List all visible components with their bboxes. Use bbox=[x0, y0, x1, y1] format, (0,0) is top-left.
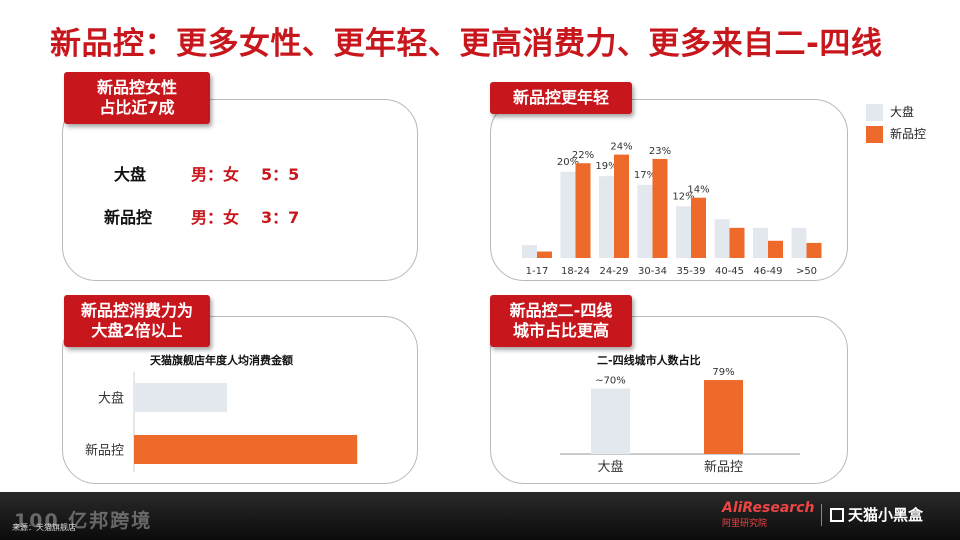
x-tick-label: >50 bbox=[796, 266, 817, 277]
bar-market-4 bbox=[676, 206, 691, 258]
bar-market-0 bbox=[522, 245, 537, 258]
legend-label: 新品控 bbox=[890, 127, 927, 141]
ratio-name: 新品控 bbox=[104, 208, 153, 227]
data-label: ~70% bbox=[595, 375, 626, 386]
data-label: 79% bbox=[712, 367, 734, 378]
chart-legend: 大盘 新品控 bbox=[866, 104, 926, 148]
bar-new bbox=[704, 380, 743, 454]
x-tick-label: 46-49 bbox=[753, 266, 782, 277]
tmall-logo-text: 天猫小黑盒 bbox=[848, 506, 924, 524]
bar-new-0 bbox=[537, 251, 552, 258]
box-icon bbox=[830, 508, 844, 522]
bar-new-4 bbox=[691, 197, 706, 258]
bar-new-7 bbox=[806, 242, 822, 258]
x-tick-label: 1-17 bbox=[526, 266, 549, 277]
bar-market bbox=[134, 383, 227, 412]
age-panel bbox=[490, 99, 848, 281]
category-label: 新品控 bbox=[704, 459, 743, 475]
page-title: 新品控：更多女性、更年轻、更高消费力、更多来自二-四线 bbox=[50, 26, 883, 62]
aliresearch-text: AliResearch bbox=[722, 500, 815, 516]
ratio-name: 大盘 bbox=[114, 165, 147, 184]
data-label: 14% bbox=[687, 185, 709, 196]
bar-market-7 bbox=[791, 227, 807, 258]
legend-item-new: 新品控 bbox=[866, 126, 926, 148]
bar-market-2 bbox=[599, 176, 614, 258]
data-label: 23% bbox=[649, 146, 671, 157]
ratio-gender: 男：女 bbox=[191, 165, 240, 184]
spending-caption: 天猫旗舰店年度人均消费金额 bbox=[150, 354, 293, 367]
bar-market-6 bbox=[753, 227, 768, 258]
ratio-value: 5：5 bbox=[261, 165, 300, 184]
spending-tag: 新品控消费力为 大盘2倍以上 bbox=[64, 295, 210, 347]
x-tick-label: 18-24 bbox=[561, 266, 590, 277]
ratio-row-market: 大盘 男：女 5：5 bbox=[100, 161, 400, 185]
x-tick-label: 35-39 bbox=[676, 266, 705, 277]
bar-market-5 bbox=[714, 219, 730, 258]
ratio-value: 3：7 bbox=[261, 208, 300, 227]
legend-swatch-grey bbox=[866, 104, 883, 121]
city-tag: 新品控二-四线 城市占比更高 bbox=[490, 295, 632, 347]
legend-item-market: 大盘 bbox=[866, 104, 926, 126]
data-label: 24% bbox=[610, 142, 632, 153]
logo-divider bbox=[821, 504, 822, 526]
watermark: 100 亿邦跨境 bbox=[14, 510, 153, 532]
source-note: 来源：天猫旗舰店 bbox=[12, 523, 76, 532]
bar-new-3 bbox=[652, 158, 668, 258]
bar-new-1 bbox=[575, 163, 591, 258]
x-tick-label: 40-45 bbox=[715, 266, 744, 277]
ratio-row-new: 新品控 男：女 3：7 bbox=[100, 204, 400, 228]
age-tag: 新品控更年轻 bbox=[490, 82, 632, 114]
data-label: 22% bbox=[572, 150, 594, 161]
bar-market-1 bbox=[560, 171, 576, 258]
category-label: 大盘 bbox=[597, 459, 623, 475]
x-tick-label: 24-29 bbox=[599, 266, 628, 277]
tmall-blackbox-logo: 天猫小黑盒 bbox=[830, 504, 923, 525]
x-tick-label: 30-34 bbox=[638, 266, 667, 277]
aliresearch-subtext: 阿里研究院 bbox=[722, 519, 768, 529]
category-label: 新品控 bbox=[85, 443, 124, 459]
bar-market-3 bbox=[637, 184, 653, 258]
footer-bar bbox=[0, 492, 960, 540]
bar-market bbox=[591, 388, 630, 454]
aliresearch-logo: AliResearch 阿里研究院 bbox=[722, 500, 815, 529]
data-label: 19% bbox=[595, 161, 617, 172]
gender-panel bbox=[62, 99, 418, 281]
data-label: 17% bbox=[634, 170, 656, 181]
age-bar-chart: 1-17 20%22% 18-24 19% 24% 24-29 17% 23% 30-34 12%… bbox=[522, 142, 822, 277]
gender-tag: 新品控女性 占比近7成 bbox=[64, 72, 210, 124]
legend-swatch-orange bbox=[866, 126, 883, 143]
bar-new-6 bbox=[768, 240, 783, 258]
city-bar-chart: ~70% 大盘 79% 新品控 bbox=[560, 367, 800, 475]
legend-label: 大盘 bbox=[890, 105, 915, 119]
city-caption: 二-四线城市人数占比 bbox=[597, 354, 701, 367]
category-label: 大盘 bbox=[98, 391, 124, 407]
bar-new-5 bbox=[729, 227, 745, 258]
bar-new bbox=[134, 435, 358, 464]
data-label: 12% bbox=[672, 191, 694, 202]
ratio-gender: 男：女 bbox=[191, 208, 240, 227]
bar-new-2 bbox=[614, 154, 629, 258]
data-label: 20% bbox=[557, 157, 579, 168]
